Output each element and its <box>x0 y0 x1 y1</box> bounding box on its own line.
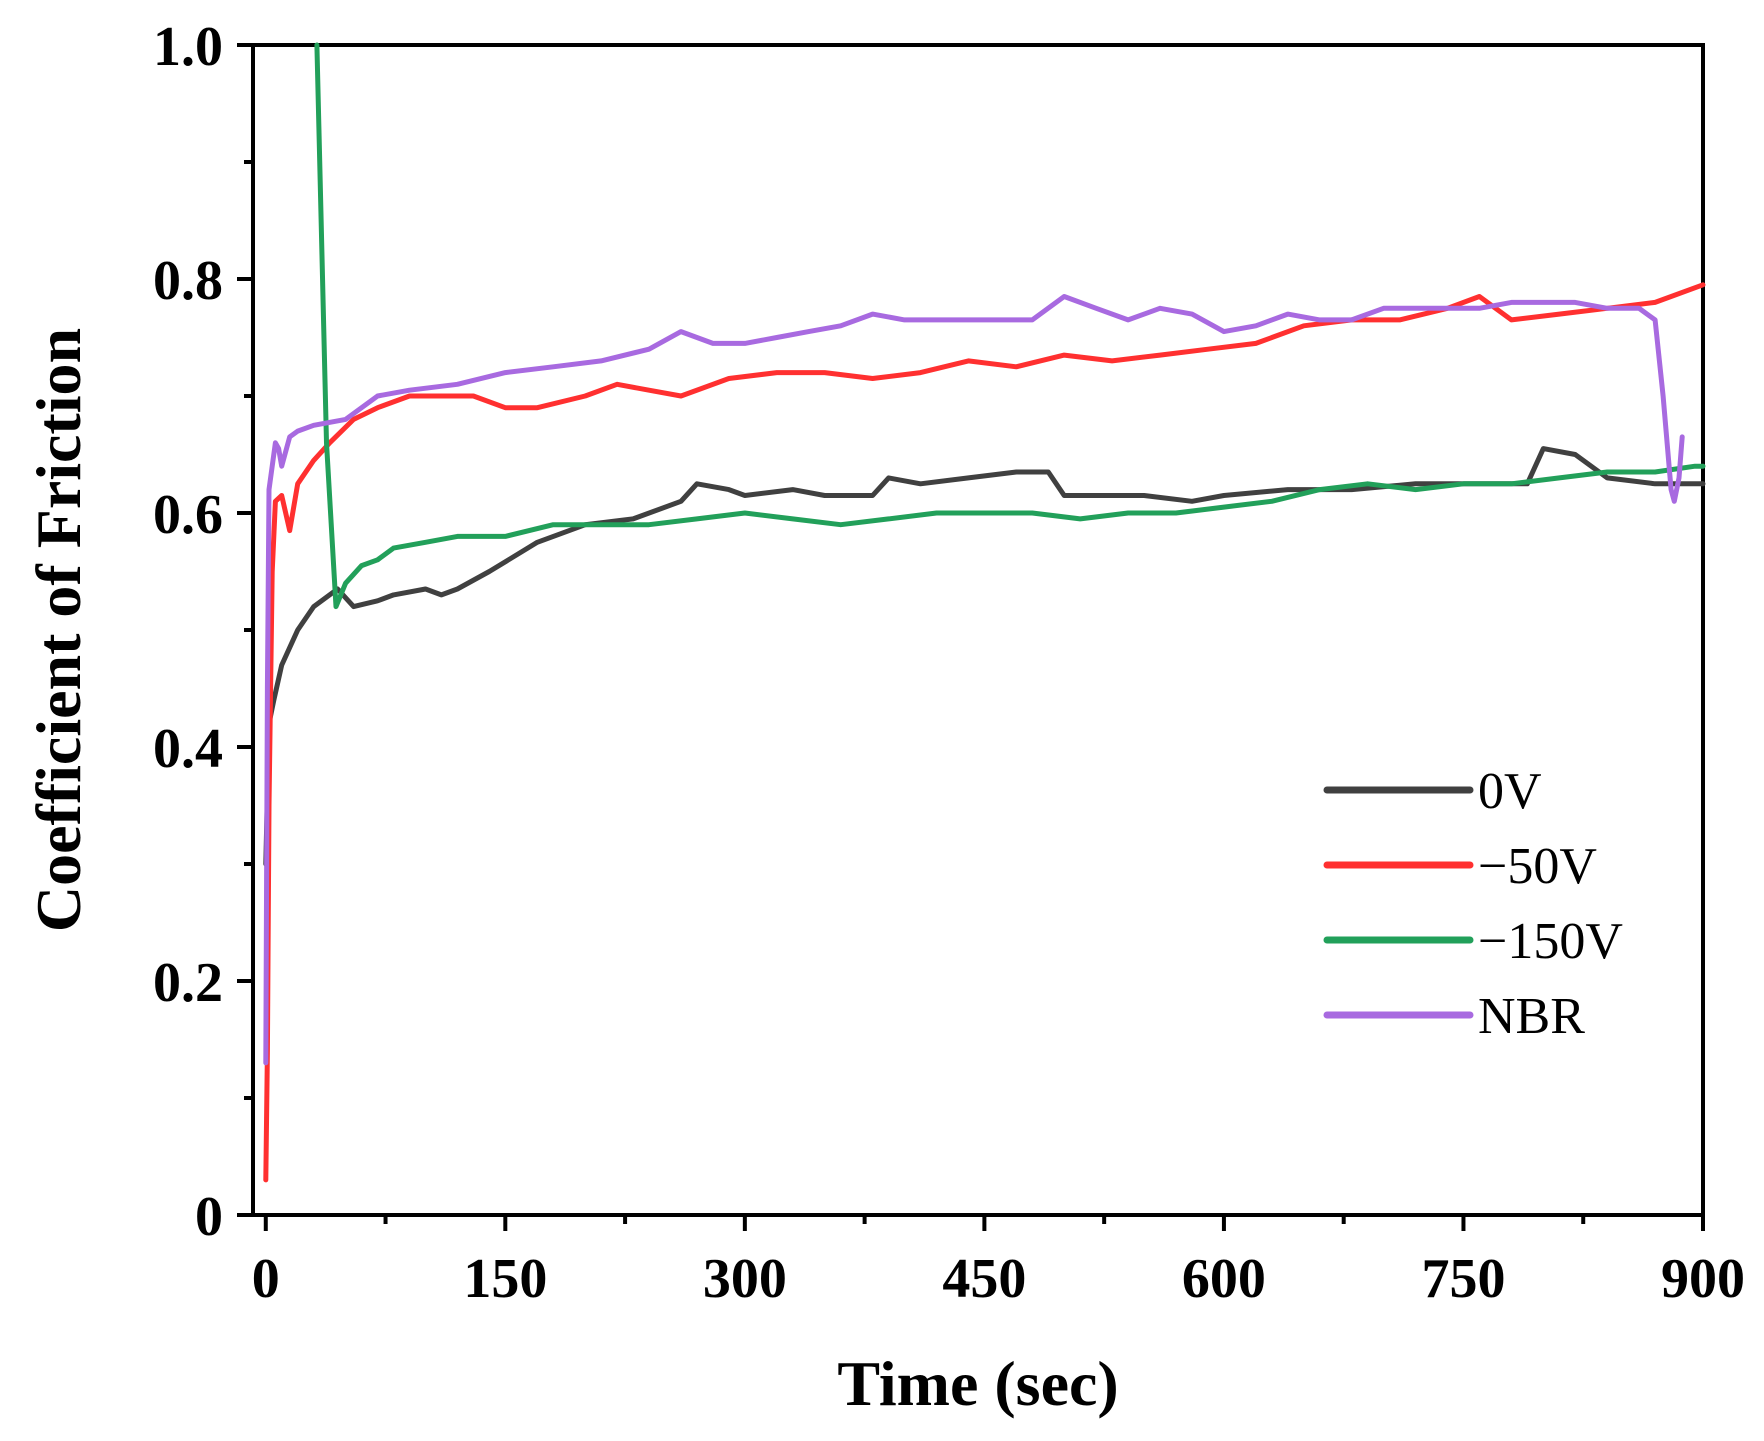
series-line-1 <box>263 282 1706 1183</box>
series-line-0 <box>263 446 1706 867</box>
y-tick-label: 1.0 <box>153 16 223 78</box>
legend-label-1: −50V <box>1478 838 1597 895</box>
y-axis-title: Coefficient of Friction <box>23 328 94 932</box>
y-tick-label: 0.8 <box>153 250 223 312</box>
legend-label-2: −150V <box>1478 913 1623 970</box>
ticks-layer: 0 150 300 450 600 750 900 0 0.2 0.4 0.6 0.8 1.0 <box>153 16 1745 1310</box>
x-tick-label: 750 <box>1421 1248 1505 1310</box>
x-axis-title: Time (sec) <box>837 1348 1118 1419</box>
y-tick-label: 0 <box>195 1186 223 1248</box>
y-tick-label: 0.4 <box>153 718 223 780</box>
x-tick-label: 450 <box>942 1248 1026 1310</box>
x-tick-label: 0 <box>252 1248 280 1310</box>
x-tick-label: 600 <box>1182 1248 1266 1310</box>
legend-label-0: 0V <box>1478 763 1542 820</box>
y-tick-label: 0.6 <box>153 484 223 546</box>
x-tick-label: 150 <box>463 1248 547 1310</box>
series-layer <box>263 42 1706 1183</box>
legend-label-3: NBR <box>1478 988 1585 1045</box>
legend: 0V −50V −150V NBR <box>1323 763 1623 1045</box>
series-line-3 <box>263 294 1685 1066</box>
x-tick-label: 300 <box>703 1248 787 1310</box>
series-line-2 <box>314 42 1706 610</box>
x-tick-label: 900 <box>1661 1248 1745 1310</box>
y-tick-label: 0.2 <box>153 952 223 1014</box>
